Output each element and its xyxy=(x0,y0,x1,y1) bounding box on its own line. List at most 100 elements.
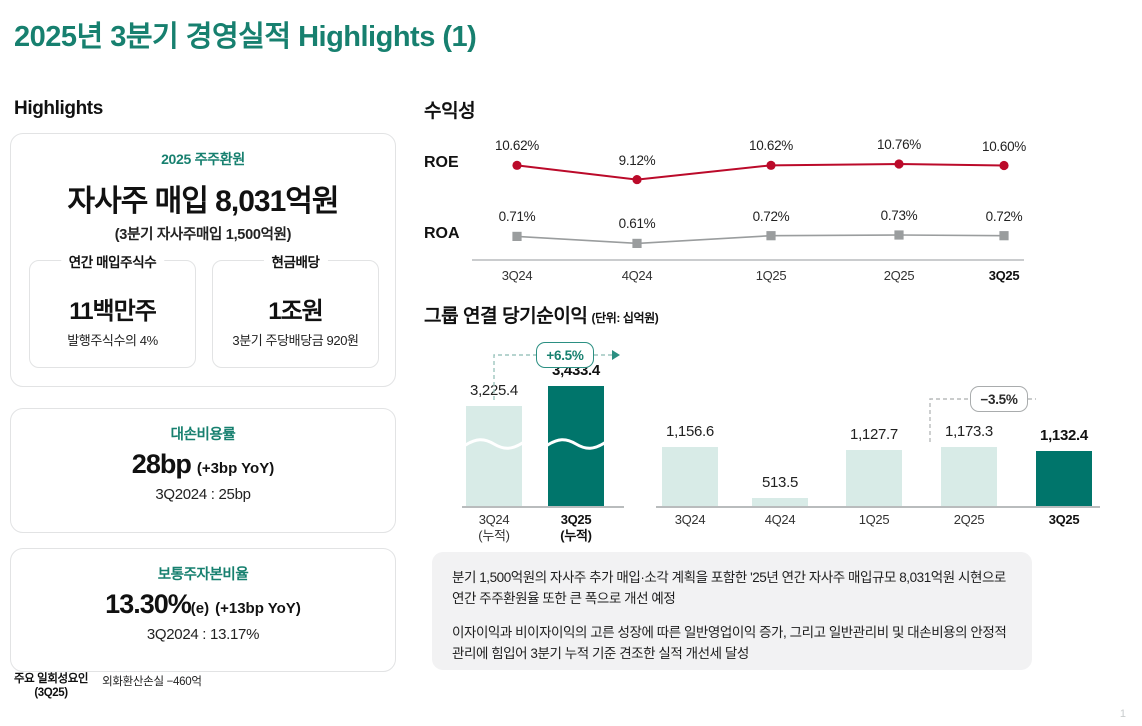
x-tick-cumulative-1: 3Q25 (누적) xyxy=(560,512,592,545)
footnote-label-line2: (3Q25) xyxy=(34,687,68,700)
subbox-cash-dividend: 현금배당 1조원 3분기 주당배당금 920원 xyxy=(212,251,379,368)
baseline-cumulative xyxy=(462,506,624,508)
bar-cumulative-3Q24-(누적) xyxy=(466,406,522,506)
shareholder-card-subtext: (3분기 자사주매입 1,500억원) xyxy=(114,227,292,243)
net-income-bar-chart: 3,225.4 3Q24 (누적) 3,433.4 3Q25 (누적) 1,156.6 3Q2… xyxy=(424,330,1100,545)
subbox-legend: 연간 매입주식수 xyxy=(60,251,165,271)
x-tick-line: 3Q25 xyxy=(1048,512,1080,527)
profitability-heading: 수익성 xyxy=(424,101,476,122)
data-label-roa-2Q25: 0.73% xyxy=(880,208,918,223)
bar-cumulative-3Q25-(누적) xyxy=(548,386,604,506)
x-tick-4Q24: 4Q24 xyxy=(621,268,653,283)
subbox-note: 3분기 주당배당금 920원 xyxy=(232,333,359,348)
x-tick-quarterly-1: 4Q24 xyxy=(765,512,796,528)
bar-quarterly-1Q25 xyxy=(846,450,902,506)
bar-quarterly-3Q24 xyxy=(662,447,718,506)
highlights-heading: Highlights xyxy=(14,98,103,119)
x-tick-line: 3Q24 xyxy=(478,512,510,527)
callout-badge-cumulative-growth: +6.5% xyxy=(536,342,594,368)
data-label-roe-4Q24: 9.12% xyxy=(618,152,656,168)
data-point-roa-2Q25 xyxy=(894,230,904,240)
subbox-value: 1조원 xyxy=(268,298,324,325)
x-tick-line: 3Q24 xyxy=(674,512,706,527)
cet1-tag: 보통주자본비율 xyxy=(157,567,249,583)
profitability-line-chart: 10.62% 9.12% 10.62% 10.76% 10.60% ROE 0.71% 0.6… xyxy=(424,128,1032,288)
shareholder-card-main-value: 자사주 매입 8,031억원 xyxy=(67,185,340,218)
x-tick-line: (누적) xyxy=(478,528,510,544)
x-tick-line: 4Q24 xyxy=(764,512,796,527)
data-point-roe-4Q24 xyxy=(632,174,642,185)
series-label-roa: ROA xyxy=(424,225,460,242)
data-point-roa-3Q24 xyxy=(512,231,522,241)
footnote-text: 외화환산손실 −460억 xyxy=(102,676,202,688)
note-paragraph-2: 이자이익과 비이자이익의 고른 성장에 따른 일반영업이익 증가, 그리고 일반… xyxy=(452,624,1007,661)
cet1-previous: 3Q2024 : 13.17% xyxy=(146,626,260,643)
bar-label-quarterly-3Q25: 1,132.4 xyxy=(1040,427,1088,444)
data-point-roe-3Q25 xyxy=(999,160,1009,171)
cet1-delta: (+13bp YoY) xyxy=(215,600,301,617)
credit-cost-tag: 대손비용률 xyxy=(170,427,236,443)
bar-label-quarterly-4Q24: 513.5 xyxy=(761,474,799,491)
x-tick-quarterly-2: 1Q25 xyxy=(859,512,890,528)
x-tick-3Q25: 3Q25 xyxy=(988,268,1020,283)
axis-break-wave-icon xyxy=(466,438,522,450)
page-number: 1 xyxy=(1119,708,1126,720)
x-tick-1Q25: 1Q25 xyxy=(755,268,787,283)
bar-quarterly-3Q25 xyxy=(1036,451,1092,506)
cet1-value: 13.30% xyxy=(105,589,192,619)
data-label-roa-3Q25: 0.72% xyxy=(985,208,1023,224)
subbox-note: 발행주식수의 4% xyxy=(67,333,158,348)
x-tick-line: 3Q25 xyxy=(560,512,592,527)
bar-label-quarterly-2Q25: 1,173.3 xyxy=(945,423,993,440)
credit-cost-value-row: 28bp (+3bp YoY) xyxy=(11,449,395,480)
series-label-roe: ROE xyxy=(424,154,459,171)
cet1-ratio-card: 보통주자본비율 13.30%(e) (+13bp YoY) 3Q2024 : 13… xyxy=(10,548,396,672)
x-tick-line: 2Q25 xyxy=(953,512,985,527)
net-income-unit: (단위: 십억원) xyxy=(591,311,659,325)
x-tick-line: (누적) xyxy=(560,528,592,544)
credit-cost-value: 28bp xyxy=(131,449,192,479)
data-point-roa-4Q24 xyxy=(632,238,642,248)
data-point-roa-1Q25 xyxy=(766,231,776,241)
baseline-quarterly xyxy=(656,506,1100,508)
series-line-roa xyxy=(516,234,1005,245)
shareholder-return-card: 2025 주주환원 자사주 매입 8,031억원 (3분기 자사주매입 1,50… xyxy=(10,133,396,387)
bar-label-quarterly-3Q24: 1,156.6 xyxy=(666,423,714,440)
x-tick-line: 1Q25 xyxy=(858,512,890,527)
note-paragraph-1: 분기 1,500억원의 자사주 추가 매입·소각 계획을 포함한 '25년 연간… xyxy=(452,570,1006,606)
callout-badge-quarterly-change: −3.5% xyxy=(970,386,1028,412)
bar-quarterly-2Q25 xyxy=(941,447,997,506)
cet1-estimate-suffix: (e) xyxy=(190,600,210,617)
shareholder-card-tag: 2025 주주환원 xyxy=(161,151,245,167)
footnote-label-line1: 주요 일회성요인 xyxy=(14,673,89,685)
cet1-value-row: 13.30%(e) (+13bp YoY) xyxy=(11,589,395,620)
data-label-roa-3Q24: 0.71% xyxy=(498,209,536,225)
x-tick-cumulative-0: 3Q24 (누적) xyxy=(478,512,510,545)
series-line-roe xyxy=(516,162,1005,181)
summary-note-box: 분기 1,500억원의 자사주 추가 매입·소각 계획을 포함한 '25년 연간… xyxy=(432,552,1032,670)
x-tick-quarterly-0: 3Q24 xyxy=(675,512,706,528)
axis-break-wave-icon xyxy=(548,438,604,450)
bar-quarterly-4Q24 xyxy=(752,498,808,506)
data-label-roe-2Q25: 10.76% xyxy=(877,137,921,152)
bar-label-quarterly-1Q25: 1,127.7 xyxy=(850,426,898,443)
x-tick-quarterly-3: 2Q25 xyxy=(954,512,985,528)
shareholder-subbox-row: 연간 매입주식수 11백만주 발행주식수의 4% 현금배당 1조원 3분기 주당… xyxy=(29,251,379,368)
one-off-factors-footnote: 주요 일회성요인 (3Q25) 외화환산손실 −460억 xyxy=(14,672,202,701)
data-point-roe-2Q25 xyxy=(894,159,904,169)
x-tick-3Q24: 3Q24 xyxy=(501,268,533,283)
credit-cost-delta: (+3bp YoY) xyxy=(196,460,275,477)
data-point-roe-3Q24 xyxy=(512,160,522,170)
subbox-legend: 현금배당 xyxy=(263,251,328,271)
profitability-plot-area xyxy=(472,159,1024,261)
data-point-roa-3Q25 xyxy=(999,231,1009,241)
net-income-heading: 그룹 연결 당기순이익 (단위: 십억원) xyxy=(424,301,659,328)
x-tick-quarterly-4: 3Q25 xyxy=(1049,512,1080,528)
subbox-annual-buyback-shares: 연간 매입주식수 11백만주 발행주식수의 4% xyxy=(29,251,196,368)
x-tick-2Q25: 2Q25 xyxy=(883,268,915,283)
data-label-roe-3Q25: 10.60% xyxy=(982,138,1026,154)
data-label-roa-4Q24: 0.61% xyxy=(618,216,656,232)
data-label-roa-1Q25: 0.72% xyxy=(752,208,790,224)
subbox-value: 11백만주 xyxy=(69,298,157,325)
